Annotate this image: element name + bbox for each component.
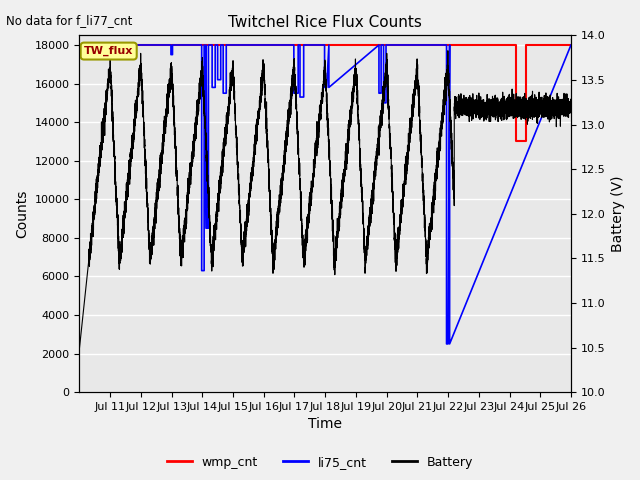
Legend: wmp_cnt, li75_cnt, Battery: wmp_cnt, li75_cnt, Battery [162, 451, 478, 474]
Text: TW_flux: TW_flux [84, 46, 133, 56]
X-axis label: Time: Time [308, 418, 342, 432]
Text: No data for f_li77_cnt: No data for f_li77_cnt [6, 14, 132, 27]
Y-axis label: Battery (V): Battery (V) [611, 176, 625, 252]
Title: Twitchel Rice Flux Counts: Twitchel Rice Flux Counts [228, 15, 422, 30]
Y-axis label: Counts: Counts [15, 190, 29, 238]
